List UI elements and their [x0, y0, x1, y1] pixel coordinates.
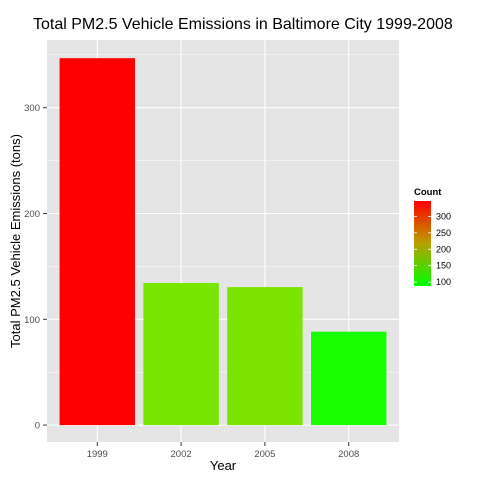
- bar-1999: [59, 58, 136, 426]
- x-tick-label: 2005: [254, 449, 275, 460]
- x-tick-label: 2002: [171, 449, 192, 460]
- legend-tick-label: 250: [436, 228, 451, 238]
- legend-colorbar: [414, 201, 431, 286]
- y-tick-label: 200: [24, 209, 40, 220]
- legend-ticks: 100 150 200 250 300: [414, 211, 451, 287]
- chart-title: Total PM2.5 Vehicle Emissions in Baltimo…: [33, 16, 453, 33]
- x-tick-label: 1999: [87, 449, 108, 460]
- bars: [59, 58, 387, 426]
- legend-tick-label: 300: [436, 211, 451, 221]
- x-tick-label: 2008: [338, 449, 359, 460]
- legend-tick-label: 100: [436, 277, 451, 287]
- bar-2008: [311, 331, 387, 426]
- y-tick-label: 0: [35, 421, 40, 432]
- y-tick-label: 100: [24, 315, 40, 326]
- legend-tick-label: 200: [436, 244, 451, 254]
- y-axis-ticks: 0 100 200 300: [24, 103, 47, 432]
- legend: Count 100 150 200 250 300: [414, 187, 451, 287]
- y-axis-title: Total PM2.5 Vehicle Emissions (tons): [8, 134, 23, 348]
- bar-2002: [143, 282, 219, 426]
- x-axis-title: Year: [210, 458, 237, 473]
- legend-title: Count: [414, 187, 442, 198]
- y-tick-label: 300: [24, 103, 40, 114]
- x-axis-ticks: 1999 2002 2005 2008: [87, 442, 359, 460]
- bar-2005: [227, 287, 303, 426]
- legend-tick-label: 150: [436, 261, 451, 271]
